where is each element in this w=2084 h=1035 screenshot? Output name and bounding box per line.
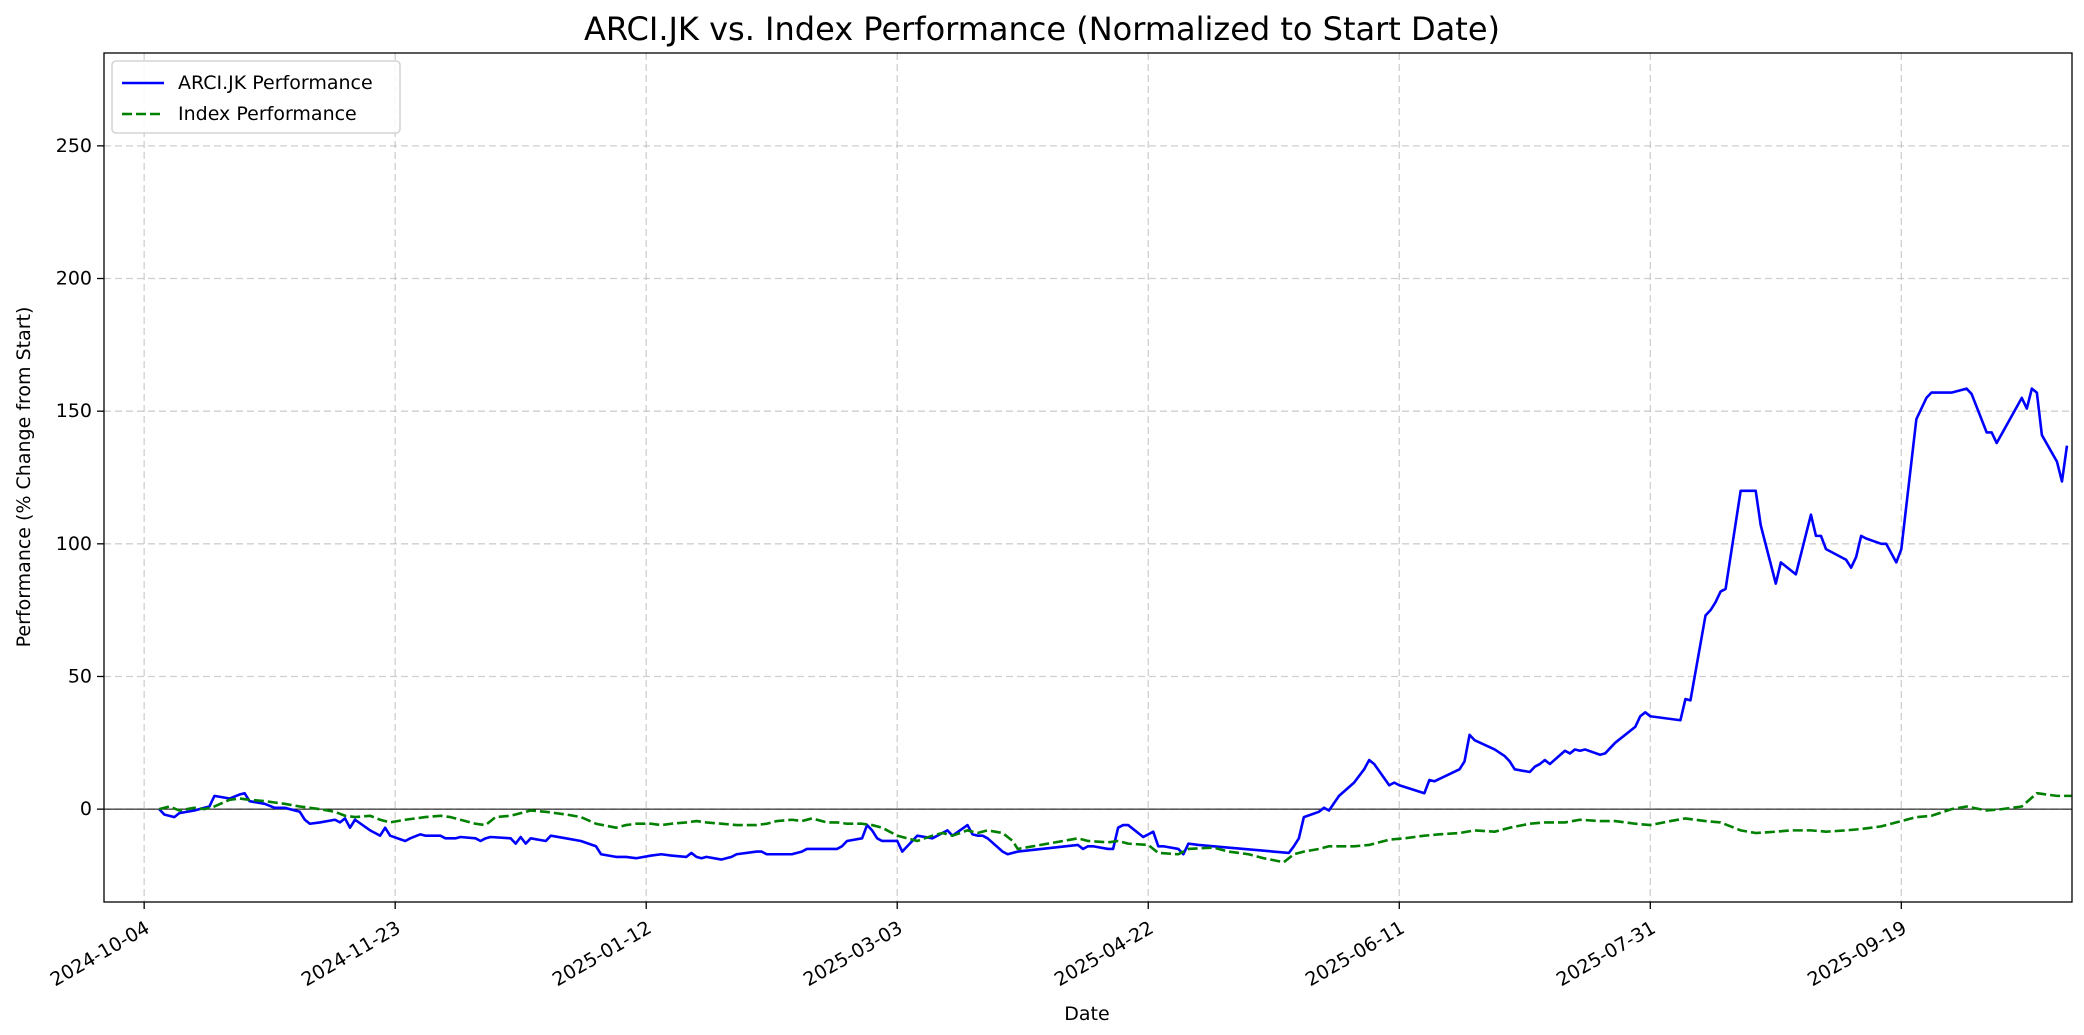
series-line-1	[158, 791, 2072, 864]
x-tick-label: 2024-11-23	[298, 917, 405, 991]
x-tick-label: 2025-01-12	[549, 917, 656, 991]
y-tick-label: 50	[68, 665, 92, 687]
legend: ARCI.JK Performance Index Performance	[111, 60, 401, 134]
grid	[104, 53, 2072, 902]
series-line-0	[158, 387, 2069, 861]
chart-title: ARCI.JK vs. Index Performance (Normalize…	[584, 10, 1500, 48]
y-tick-label: 0	[80, 798, 92, 820]
legend-label: ARCI.JK Performance	[178, 72, 373, 94]
y-tick-label: 200	[56, 268, 92, 290]
x-tick-label: 2025-07-31	[1553, 917, 1660, 991]
x-tick-label: 2025-03-03	[800, 917, 907, 991]
x-tick-label: 2025-06-11	[1302, 917, 1409, 991]
x-tick-label: 2024-10-04	[47, 917, 154, 991]
x-tick-label: 2025-04-22	[1051, 917, 1158, 991]
x-tick-label: 2025-09-19	[1804, 917, 1911, 991]
y-tick-label: 250	[56, 135, 92, 157]
y-tick-label: 150	[56, 400, 92, 422]
y-axis-label: Performance (% Change from Start)	[13, 307, 35, 648]
x-axis-label: Date	[1064, 1003, 1109, 1025]
plot-frame	[103, 52, 2073, 903]
legend-label: Index Performance	[178, 103, 357, 125]
y-tick-label: 100	[56, 533, 92, 555]
legend-box	[111, 60, 401, 134]
